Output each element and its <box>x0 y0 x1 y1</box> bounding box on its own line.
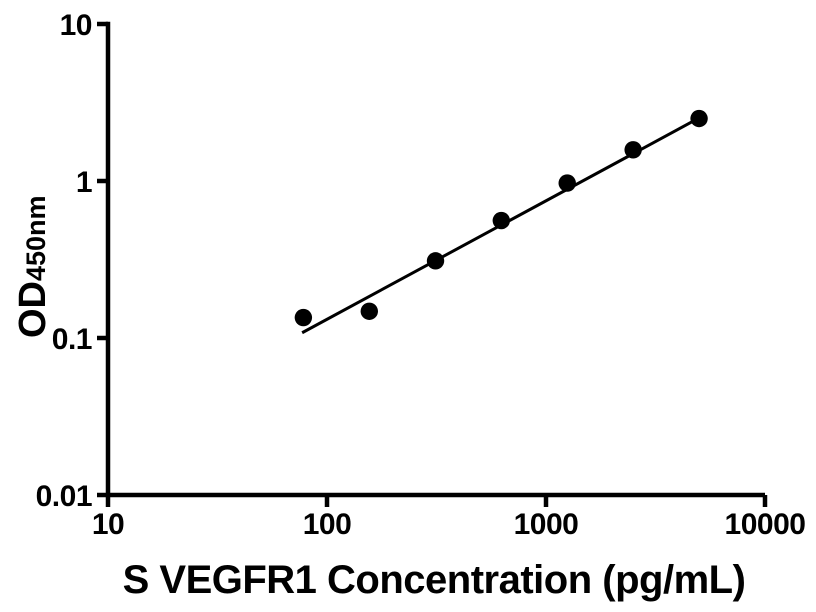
data-point <box>294 308 313 327</box>
y-tick-label: 1 <box>76 166 92 199</box>
data-point <box>690 109 708 128</box>
x-tick-label: 10 <box>92 508 124 541</box>
x-tick-label: 10000 <box>725 508 806 541</box>
y-axis-title: OD450nm <box>12 195 54 338</box>
data-point <box>624 141 642 159</box>
y-axis-title-main: OD <box>12 281 54 338</box>
data-point <box>360 302 378 320</box>
y-tick-label: 10 <box>60 9 92 42</box>
x-axis-ticks: 10 100 1000 10000 <box>92 495 806 541</box>
x-axis-title: S VEGFR1 Concentration (pg/mL) <box>123 558 746 602</box>
x-tick-label: 100 <box>303 508 352 541</box>
plot-area <box>294 109 708 335</box>
y-axis-title-subscript: 450nm <box>21 195 51 281</box>
x-tick-label: 1000 <box>514 508 579 541</box>
y-tick-label: 0.01 <box>36 480 92 513</box>
data-point <box>558 174 576 192</box>
data-point <box>492 211 510 230</box>
data-point <box>426 252 445 270</box>
y-tick-label: 0.1 <box>52 323 92 356</box>
